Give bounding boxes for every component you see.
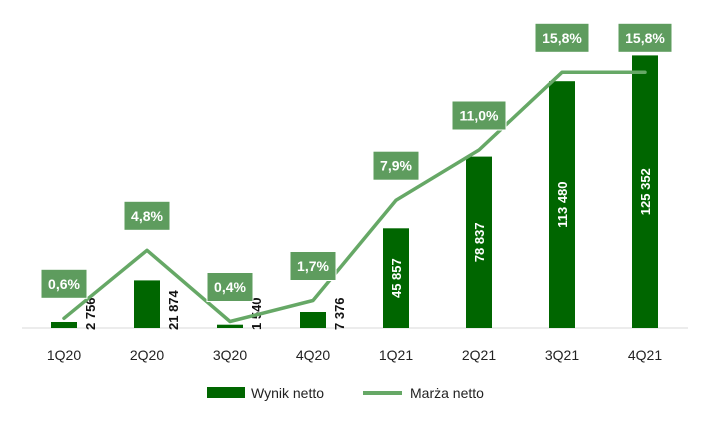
- x-tick-4Q21: 4Q21: [628, 347, 662, 363]
- bar-label-4Q20: 7 376: [332, 297, 347, 330]
- pct-box-1Q20: [40, 268, 88, 299]
- bar-label-1Q20: 2 756: [83, 297, 98, 330]
- bar-label-4Q21: 125 352: [638, 168, 653, 215]
- x-tick-1Q20: 1Q20: [47, 347, 81, 363]
- x-tick-labels: 1Q20 2Q20 3Q20 4Q20 1Q21 2Q21 3Q21 4Q21: [47, 347, 662, 363]
- pct-label-1Q20: 0,6%: [48, 276, 80, 292]
- x-tick-2Q20: 2Q20: [130, 347, 164, 363]
- x-tick-2Q21: 2Q21: [462, 347, 496, 363]
- bars: [51, 55, 658, 329]
- pct-box-3Q20: [206, 272, 254, 302]
- bar-label-3Q21: 113 480: [555, 181, 570, 227]
- pct-label-3Q20: 0,4%: [214, 279, 246, 295]
- bar-3Q21: [549, 81, 575, 328]
- legend-label-bar: Wynik netto: [251, 385, 324, 401]
- legend-label-line: Marża netto: [410, 385, 484, 401]
- bar-2Q20: [134, 280, 160, 328]
- bar-label-2Q21: 78 837: [472, 222, 487, 262]
- line-series: [62, 70, 647, 324]
- legend: Wynik netto Marża netto: [207, 385, 484, 401]
- pct-label-2Q21: 11,0%: [460, 108, 499, 124]
- pct-box-4Q21: [617, 22, 673, 53]
- pct-box-4Q20: [289, 251, 337, 281]
- pct-label-2Q20: 4,8%: [131, 208, 163, 224]
- x-tick-3Q20: 3Q20: [213, 347, 247, 363]
- bar-1Q21: [383, 228, 409, 328]
- bar-1Q20: [51, 322, 77, 328]
- bar-4Q21: [632, 55, 658, 329]
- pct-label-4Q20: 1,7%: [297, 258, 329, 274]
- line-marza-netto: [62, 70, 647, 324]
- bar-4Q20: [300, 312, 326, 328]
- pct-box-3Q21: [534, 22, 590, 53]
- x-tick-3Q21: 3Q21: [545, 347, 579, 363]
- pct-labels: 0,6% 4,8% 0,4% 1,7% 7,9% 11,0% 15,8% 15,8%: [40, 22, 673, 302]
- pct-label-1Q21: 7,9%: [380, 158, 412, 174]
- x-tick-1Q21: 1Q21: [379, 347, 413, 363]
- pct-label-4Q21: 15,8%: [625, 30, 665, 46]
- bar-label-1Q21: 45 857: [389, 258, 404, 298]
- bar-label-2Q20: 21 874: [166, 289, 181, 330]
- pct-box-1Q21: [372, 150, 420, 181]
- pct-box-2Q21: [451, 100, 507, 131]
- bar-2Q21: [466, 156, 492, 328]
- pct-label-3Q21: 15,8%: [542, 30, 582, 46]
- legend-swatch-bar: [207, 387, 245, 398]
- bar-3Q20: [217, 324, 243, 328]
- x-tick-4Q20: 4Q20: [296, 347, 330, 363]
- pct-box-2Q20: [123, 200, 171, 231]
